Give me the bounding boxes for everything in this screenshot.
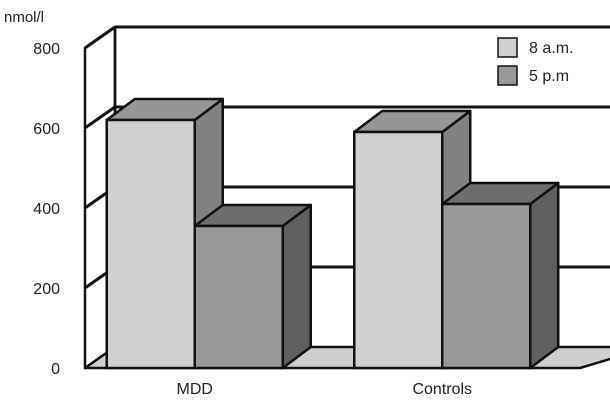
bar-front-face (193, 224, 284, 370)
y-axis-unit-label: nmol/l (4, 9, 44, 26)
x-axis-categories: MDD Controls (177, 381, 473, 398)
y-tick-label: 200 (33, 281, 60, 298)
bar-front-face (441, 202, 532, 370)
bar-front-face (105, 118, 196, 370)
y-tick-label: 600 (33, 121, 60, 138)
legend: 8 a.m. 5 p.m (497, 37, 573, 86)
y-tick-label: 800 (33, 41, 60, 58)
y-tick-label: 400 (33, 201, 60, 218)
y-axis-ticks: 0 200 400 600 800 (33, 41, 60, 378)
bar (193, 203, 312, 370)
bars (105, 97, 560, 370)
legend-swatch (497, 65, 518, 86)
gridline-depth (84, 25, 116, 50)
bar-side-face (529, 181, 560, 370)
legend-label: 8 a.m. (529, 40, 573, 57)
legend-label: 5 p.m (529, 68, 569, 85)
legend-item: 8 a.m. (497, 37, 573, 58)
x-category-label: Controls (412, 381, 472, 398)
y-tick-label: 0 (51, 361, 60, 378)
legend-swatch (497, 37, 518, 58)
bar (441, 181, 560, 370)
bar-side-face (281, 203, 312, 370)
legend-item: 5 p.m (497, 65, 569, 86)
gridline-depth (84, 105, 116, 130)
bar-front-face (353, 130, 444, 370)
x-category-label: MDD (177, 381, 213, 398)
